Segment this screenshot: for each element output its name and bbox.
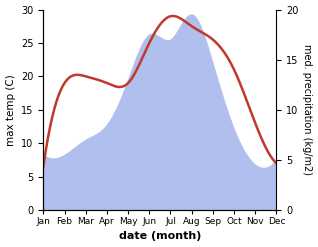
Y-axis label: max temp (C): max temp (C) <box>5 74 16 146</box>
Y-axis label: med. precipitation (kg/m2): med. precipitation (kg/m2) <box>302 44 313 175</box>
X-axis label: date (month): date (month) <box>119 231 201 242</box>
